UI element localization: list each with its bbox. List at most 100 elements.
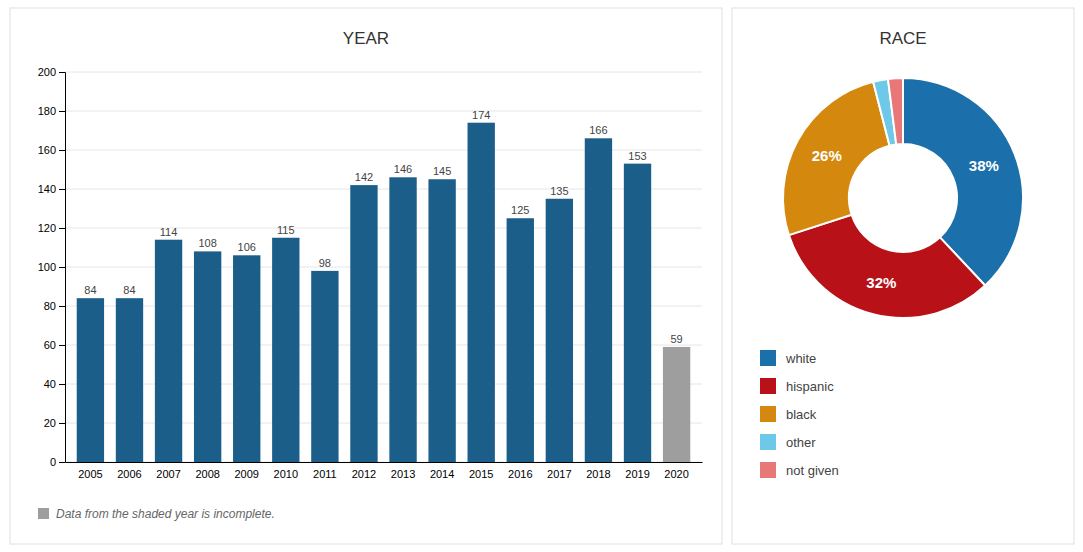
bar: [194, 251, 221, 462]
annotations: Data from the shaded year is incomplete.: [38, 507, 275, 521]
annotation: Data from the shaded year is incomplete.: [38, 507, 275, 521]
tick: 2010: [274, 462, 298, 480]
tick-label: 120: [38, 222, 56, 234]
data-label: 106: [238, 241, 256, 253]
tick: 2008: [195, 462, 219, 480]
tick: 2017: [547, 462, 571, 480]
bar: [663, 347, 690, 462]
tick-label: 160: [38, 144, 56, 156]
slice-label: 38%: [969, 157, 999, 174]
legend-item: hispanic: [760, 378, 834, 394]
tick-label: 60: [44, 339, 56, 351]
tick: 2007: [156, 462, 180, 480]
tick: 2009: [234, 462, 258, 480]
grid-line: [65, 72, 702, 73]
bar: [272, 238, 299, 462]
annotation-swatch: [38, 508, 49, 519]
bars: [77, 123, 691, 462]
legend-item: white: [760, 350, 816, 366]
tick: 2020: [664, 462, 688, 480]
data-label: 114: [160, 226, 178, 238]
tick: 2011: [313, 462, 337, 480]
pie: 38% 32% 26%: [783, 78, 1023, 318]
legend-swatch: [760, 378, 776, 394]
tick-label: 200: [38, 66, 56, 78]
legend: whitehispanicblackothernot given: [760, 350, 839, 478]
legend-swatch: [760, 462, 776, 478]
tick-label: 2017: [547, 468, 571, 480]
data-label: 108: [198, 237, 216, 249]
legend-item: black: [760, 406, 817, 422]
legend-swatch: [760, 434, 776, 450]
data-label: 135: [550, 185, 568, 197]
tick-mark: [59, 111, 65, 112]
tick-mark: [59, 72, 65, 73]
data-label: 115: [277, 224, 295, 236]
legend-label: white: [785, 351, 816, 366]
grid-line: [65, 111, 702, 112]
tick: 80: [44, 300, 65, 312]
tick-label: 80: [44, 300, 56, 312]
tick: 120: [38, 222, 65, 234]
bar: [507, 218, 534, 462]
tick-mark: [59, 150, 65, 151]
tick-mark: [59, 345, 65, 346]
data-label: 125: [511, 204, 529, 216]
bar-panel: YEAR848411410810611598142146145174125135…: [10, 8, 722, 544]
tick-mark: [59, 462, 65, 463]
data-label: 153: [628, 150, 646, 162]
data-label: 84: [123, 284, 135, 296]
tick-label: 2015: [469, 468, 493, 480]
tick: 200: [38, 66, 65, 78]
tick-label: 2018: [586, 468, 610, 480]
data-label: 146: [394, 163, 412, 175]
tick-mark: [59, 423, 65, 424]
data-label: 166: [589, 124, 607, 136]
bar: [546, 199, 573, 462]
chart-title: YEAR: [343, 29, 389, 48]
tick-label: 2009: [234, 468, 258, 480]
legend-item: other: [760, 434, 816, 450]
tick: 2015: [469, 462, 493, 480]
bar: [585, 138, 612, 462]
tick: 180: [38, 105, 65, 117]
legend-label: black: [786, 407, 817, 422]
legend-label: hispanic: [786, 379, 834, 394]
tick: 2013: [391, 462, 415, 480]
bar: [77, 298, 104, 462]
legend-swatch: [760, 350, 776, 366]
tick: 2018: [586, 462, 610, 480]
tick: 0: [50, 456, 65, 468]
slice-label: 32%: [866, 274, 896, 291]
tick: 60: [44, 339, 65, 351]
data-label: 84: [84, 284, 96, 296]
tick-label: 2011: [313, 468, 337, 480]
tick: 2012: [352, 462, 376, 480]
tick: 140: [38, 183, 65, 195]
tick: 2006: [117, 462, 141, 480]
slice: [789, 215, 985, 318]
tick-label: 2019: [625, 468, 649, 480]
tick-label: 2020: [664, 468, 688, 480]
data-label: 142: [355, 171, 373, 183]
tick: 20: [44, 417, 65, 429]
axis-line: [66, 462, 703, 463]
data-label: 59: [670, 333, 682, 345]
tick: 2016: [508, 462, 532, 480]
axis-line: [59, 73, 66, 463]
legend-label: other: [786, 435, 816, 450]
tick: 2019: [625, 462, 649, 480]
data-label: 145: [433, 165, 451, 177]
tick-label: 2013: [391, 468, 415, 480]
bar: [311, 271, 338, 462]
tick-mark: [59, 189, 65, 190]
bar: [389, 177, 416, 462]
x-axis: 2005200620072008200920102011201220132014…: [66, 462, 703, 480]
tick: 2014: [430, 462, 454, 480]
data-labels: 8484114108106115981421461451741251351661…: [84, 109, 682, 345]
slice-label: 26%: [812, 147, 842, 164]
tick-label: 2008: [195, 468, 219, 480]
slice: [888, 78, 903, 144]
panel-background: [10, 8, 722, 544]
tick-label: 0: [50, 456, 56, 468]
